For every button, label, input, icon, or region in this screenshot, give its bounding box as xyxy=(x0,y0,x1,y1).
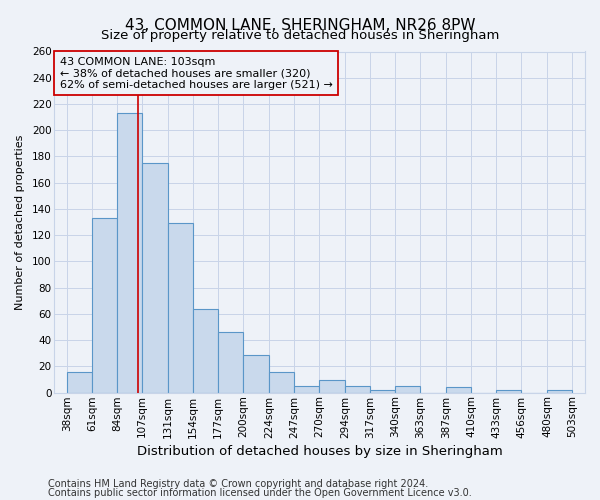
X-axis label: Distribution of detached houses by size in Sheringham: Distribution of detached houses by size … xyxy=(137,444,503,458)
Bar xyxy=(117,113,142,392)
Bar xyxy=(142,163,168,392)
Bar xyxy=(168,224,193,392)
Text: Contains public sector information licensed under the Open Government Licence v3: Contains public sector information licen… xyxy=(48,488,472,498)
Bar xyxy=(67,372,92,392)
Bar xyxy=(395,386,420,392)
Bar xyxy=(446,388,472,392)
Text: 43 COMMON LANE: 103sqm
← 38% of detached houses are smaller (320)
62% of semi-de: 43 COMMON LANE: 103sqm ← 38% of detached… xyxy=(60,56,332,90)
Bar xyxy=(319,380,345,392)
Bar xyxy=(243,354,269,393)
Bar xyxy=(496,390,521,392)
Bar xyxy=(269,372,294,392)
Bar xyxy=(218,332,243,392)
Text: Size of property relative to detached houses in Sheringham: Size of property relative to detached ho… xyxy=(101,29,499,42)
Bar xyxy=(547,390,572,392)
Bar xyxy=(345,386,370,392)
Y-axis label: Number of detached properties: Number of detached properties xyxy=(15,134,25,310)
Bar xyxy=(92,218,117,392)
Bar xyxy=(193,308,218,392)
Text: Contains HM Land Registry data © Crown copyright and database right 2024.: Contains HM Land Registry data © Crown c… xyxy=(48,479,428,489)
Text: 43, COMMON LANE, SHERINGHAM, NR26 8PW: 43, COMMON LANE, SHERINGHAM, NR26 8PW xyxy=(125,18,475,32)
Bar xyxy=(294,386,319,392)
Bar xyxy=(370,390,395,392)
